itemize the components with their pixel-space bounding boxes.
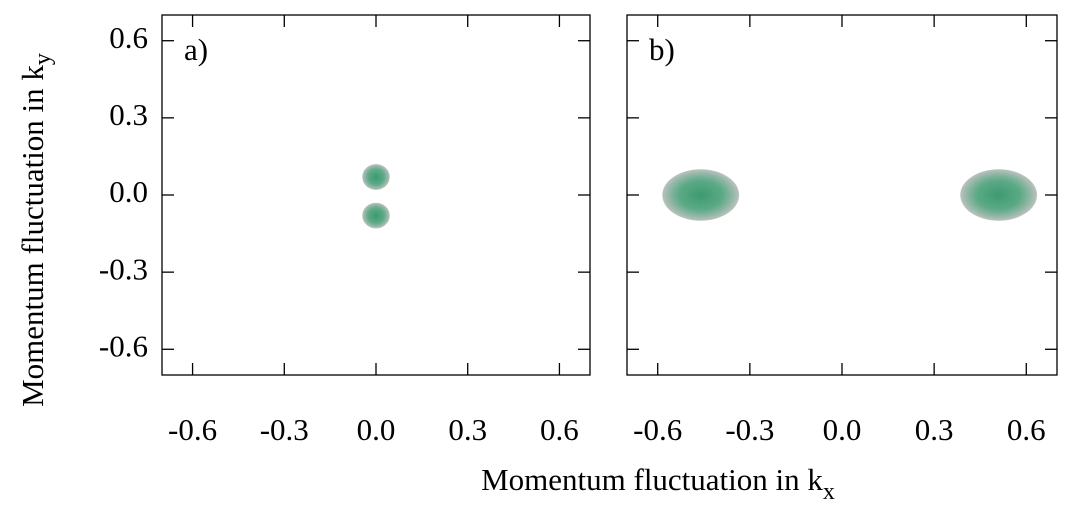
y-tick-label: -0.3 — [99, 251, 148, 286]
x-axis-label-text: Momentum fluctuation in k — [481, 462, 823, 497]
x-tick-label: -0.3 — [725, 412, 774, 447]
x-tick-label: 0.6 — [540, 412, 579, 447]
density-blob — [362, 164, 390, 190]
x-tick-label: 0.0 — [823, 412, 862, 447]
y-tick-label: 0.3 — [109, 97, 148, 132]
x-tick-label: 0.6 — [1007, 412, 1046, 447]
panel-label: a) — [184, 32, 208, 67]
x-axis-label-subscript: x — [823, 479, 835, 505]
plot-frame — [161, 14, 591, 376]
y-axis-label-subscript: y — [30, 53, 56, 65]
y-tick-label: -0.6 — [99, 328, 148, 363]
y-axis-label: Momentum fluctuation in ky — [15, 53, 55, 407]
x-tick-label: -0.6 — [168, 412, 217, 447]
x-tick-label: 0.0 — [357, 412, 396, 447]
x-tick-label: -0.3 — [260, 412, 309, 447]
y-tick-label: 0.0 — [109, 174, 148, 209]
x-tick-label: 0.3 — [915, 412, 954, 447]
y-axis-label-text: Momentum fluctuation in k — [15, 65, 50, 407]
y-tick-label: 0.6 — [109, 20, 148, 55]
x-tick-label: -0.6 — [633, 412, 682, 447]
x-axis-label: Momentum fluctuation in kx — [481, 462, 835, 504]
density-blob — [662, 169, 740, 221]
panel-label: b) — [649, 32, 675, 67]
x-tick-label: 0.3 — [448, 412, 487, 447]
density-blob — [960, 169, 1038, 221]
density-blob — [362, 202, 390, 229]
